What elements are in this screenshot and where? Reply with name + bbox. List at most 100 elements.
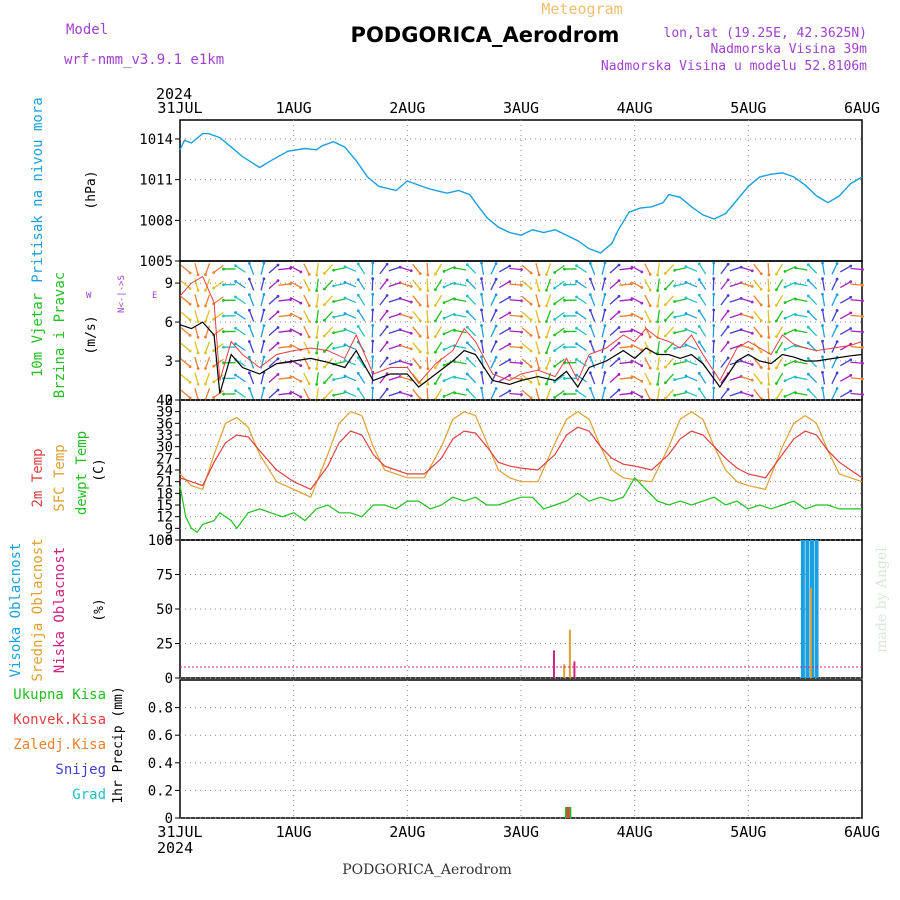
wind-arrow-head xyxy=(697,325,701,328)
wind-arrow xyxy=(775,341,784,353)
wind-arrow xyxy=(685,375,698,382)
wind-arrow-head xyxy=(563,283,566,287)
wind-arrow xyxy=(289,265,302,273)
wind-arrow-head xyxy=(726,309,730,313)
wind-arrow xyxy=(426,309,429,322)
wind-arrow xyxy=(589,388,596,400)
wind-arrow xyxy=(609,342,620,352)
wind-arrow-head xyxy=(726,294,730,297)
wind-arrow-head xyxy=(247,355,251,359)
wind-arrow-head xyxy=(465,325,469,329)
wind-arrow-head xyxy=(806,263,810,267)
wind-arrow xyxy=(576,280,587,289)
wind-arrow xyxy=(685,359,698,366)
wind-arrow-head xyxy=(480,261,483,265)
wind-arrow xyxy=(609,311,620,321)
y-tick-label: 0.2 xyxy=(148,783,173,799)
y-tick-label: 6 xyxy=(165,533,173,549)
wind-arrow-head xyxy=(409,316,413,320)
wind-arrow xyxy=(740,282,753,287)
wind-arrow-head xyxy=(418,272,422,276)
wind-arrow xyxy=(388,391,401,397)
wind-arrow-head xyxy=(418,287,422,291)
wind-arrow xyxy=(443,312,456,319)
wind-arrow-head xyxy=(759,303,763,307)
wind-arrow xyxy=(480,294,485,307)
wind-arrow xyxy=(194,372,199,385)
wind-arrow xyxy=(399,344,412,350)
wind-arrow-head xyxy=(529,302,533,306)
wind-arrow-head xyxy=(806,325,810,329)
wind-arrow xyxy=(426,325,429,338)
wind-arrow xyxy=(740,297,753,303)
wind-arrow-head xyxy=(247,324,251,328)
wind-arrow xyxy=(554,280,565,289)
wind-arrow-head xyxy=(656,304,660,308)
wind-arrow xyxy=(194,341,199,354)
wind-arrow-head xyxy=(726,262,730,266)
wind-arrow xyxy=(767,294,770,307)
wind-arrow-head xyxy=(648,304,652,308)
wind-arrow xyxy=(323,264,334,274)
wind-arrow-head xyxy=(299,317,303,321)
wind-arrow-head xyxy=(188,333,192,337)
wind-arrow-head xyxy=(553,286,557,290)
wind-arrow-head xyxy=(664,381,667,385)
wind-arrow xyxy=(729,282,742,288)
wind-arrow-head xyxy=(684,327,688,331)
wind-arrow-head xyxy=(356,262,360,266)
wind-arrow xyxy=(426,341,429,354)
wind-arrow xyxy=(807,389,818,399)
wind-arrow-head xyxy=(480,371,483,374)
wind-arrow xyxy=(509,392,522,396)
wind-arrow-head xyxy=(289,282,292,286)
wind-arrow-head xyxy=(545,335,548,339)
wind-arrow xyxy=(509,267,522,271)
wind-arrow xyxy=(535,325,540,338)
wind-arrow-head xyxy=(433,366,437,370)
wind-arrow xyxy=(839,359,852,367)
wind-arrow-head xyxy=(433,382,437,385)
wind-arrow xyxy=(601,278,606,291)
wind-gust-series xyxy=(179,275,863,384)
wind-arrow-head xyxy=(196,320,200,324)
wind-arrow-head xyxy=(648,382,652,386)
wind-arrow xyxy=(576,390,587,398)
wind-arrow xyxy=(204,356,211,369)
wind-arrow-head xyxy=(453,313,457,317)
wind-arrow-head xyxy=(494,355,498,359)
wind-arrow xyxy=(619,330,632,333)
wind-arrow-head xyxy=(212,317,216,321)
wind-arrow-head xyxy=(480,324,483,327)
wind-arrow xyxy=(729,297,742,303)
wind-arrow-head xyxy=(529,365,533,369)
wind-arrow-head xyxy=(409,331,413,335)
wind-arrow xyxy=(657,341,660,354)
wind-arrow xyxy=(821,294,826,307)
wind-arrow xyxy=(466,357,477,368)
wind-arrow-head xyxy=(726,356,730,360)
time-tick-label-bottom: 5AUG xyxy=(730,823,766,841)
wind-arrow-head xyxy=(465,388,469,392)
wind-arrow xyxy=(630,374,643,382)
wind-arrow xyxy=(399,329,412,334)
wind-arrow-head xyxy=(664,303,667,307)
wind-arrow-head xyxy=(553,333,557,337)
wind-arrow xyxy=(795,360,808,365)
wind-unit: (m/s) xyxy=(84,315,99,354)
wind-arrow xyxy=(204,278,211,291)
wind-arrow xyxy=(753,373,762,384)
wind-arrow-head xyxy=(821,339,824,343)
wind-arrow xyxy=(344,391,357,397)
wind-arrow xyxy=(753,279,762,290)
wind-arrow xyxy=(685,328,698,335)
wind-arrow-head xyxy=(188,271,192,275)
wind-arrow xyxy=(521,389,532,399)
wind-arrow xyxy=(434,372,443,384)
wind-arrow xyxy=(589,325,596,338)
wind-arrow-head xyxy=(563,314,566,318)
precip-bar xyxy=(564,806,568,818)
y-tick-label: 36 xyxy=(156,416,173,432)
wind-arrow-head xyxy=(783,348,787,351)
wind-arrow-head xyxy=(575,357,578,361)
